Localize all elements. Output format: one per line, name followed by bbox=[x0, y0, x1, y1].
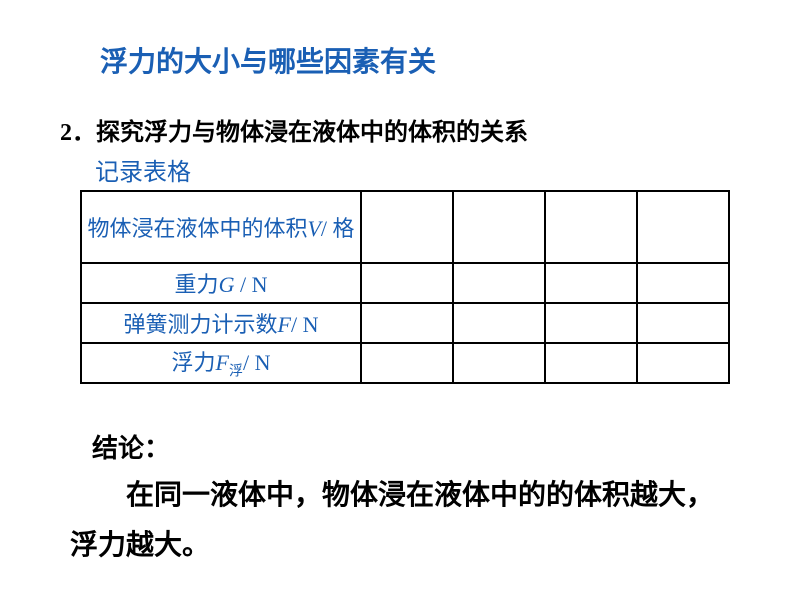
table-row: 物体浸在液体中的体积V/ 格 bbox=[81, 191, 729, 263]
row-label: 弹簧测力计示数F/ N bbox=[81, 303, 361, 343]
data-cell bbox=[545, 263, 637, 303]
data-cell bbox=[637, 263, 729, 303]
data-cell bbox=[545, 303, 637, 343]
data-cell bbox=[637, 303, 729, 343]
data-cell bbox=[453, 343, 545, 383]
row-label: 重力G / N bbox=[81, 263, 361, 303]
table-row: 重力G / N bbox=[81, 263, 729, 303]
data-cell bbox=[545, 191, 637, 263]
data-cell bbox=[361, 191, 453, 263]
data-cell bbox=[361, 343, 453, 383]
table-caption: 记录表格 bbox=[95, 152, 191, 187]
row-label: 浮力F浮/ N bbox=[81, 343, 361, 383]
page-title: 浮力的大小与哪些因素有关 bbox=[100, 40, 436, 80]
data-cell bbox=[361, 303, 453, 343]
data-cell bbox=[453, 303, 545, 343]
conclusion-label: 结论： bbox=[92, 428, 170, 465]
data-cell bbox=[637, 343, 729, 383]
data-table: 物体浸在液体中的体积V/ 格重力G / N弹簧测力计示数F/ N浮力F浮/ N bbox=[80, 190, 730, 384]
data-cell bbox=[453, 263, 545, 303]
data-cell bbox=[545, 343, 637, 383]
data-cell bbox=[453, 191, 545, 263]
row-label: 物体浸在液体中的体积V/ 格 bbox=[81, 191, 361, 263]
conclusion-text: 在同一液体中，物体浸在液体中的的体积越大，浮力越大。 bbox=[70, 470, 730, 571]
table-row: 浮力F浮/ N bbox=[81, 343, 729, 383]
section-heading: 2．探究浮力与物体浸在液体中的体积的关系 bbox=[60, 112, 528, 147]
data-cell bbox=[361, 263, 453, 303]
data-cell bbox=[637, 191, 729, 263]
table-row: 弹簧测力计示数F/ N bbox=[81, 303, 729, 343]
